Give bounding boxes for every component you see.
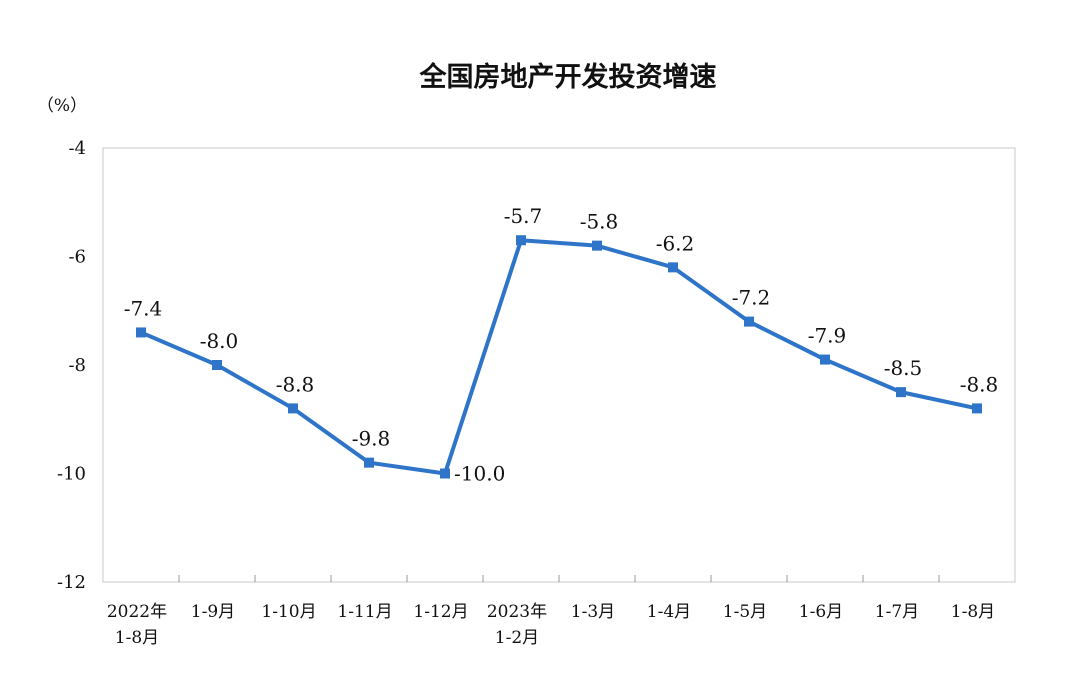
data-label: -8.8 [960, 372, 999, 396]
data-label: -8.8 [276, 372, 315, 396]
data-point-marker [820, 354, 830, 365]
data-label: -6.2 [656, 231, 695, 255]
x-tick-label: 2022年 [107, 602, 167, 622]
y-unit-label: （%） [37, 96, 87, 116]
data-point-marker [972, 403, 982, 414]
data-point-marker [440, 468, 450, 479]
x-tick-label: 1-2月 [495, 628, 539, 648]
x-tick-label: 1-8月 [951, 602, 995, 622]
data-label-group: -7.4 -8.0 -8.8 -9.8 -10.0 -5.7 -5.8 -6.2 -7.2 -7.… [124, 204, 999, 485]
data-label: -8.0 [200, 329, 239, 353]
y-tick-label: -6 [68, 247, 86, 268]
x-tick-label: 1-8月 [115, 628, 159, 648]
data-label: -7.4 [124, 296, 163, 320]
x-tick-label: 1-6月 [799, 602, 843, 622]
data-label: -9.8 [352, 427, 391, 451]
x-tick-label: 1-12月 [413, 602, 468, 622]
data-point-marker [668, 262, 678, 273]
x-tick-label: 2023年 [487, 602, 547, 622]
x-tick-label: 1-7月 [875, 602, 919, 622]
y-tick-label: -4 [68, 138, 86, 159]
x-tick-label: 1-9月 [191, 602, 235, 622]
data-point-marker [212, 360, 222, 370]
x-tick-label: 1-10月 [261, 602, 316, 622]
series-group [136, 235, 982, 479]
x-tick-label: 1-11月 [337, 602, 392, 622]
chart-title: 全国房地产开发投资增速 [419, 61, 717, 93]
y-tick-label: -10 [57, 464, 86, 485]
y-tick-label: -12 [57, 572, 86, 593]
data-point-marker [896, 387, 906, 398]
series-line [139, 238, 979, 476]
x-tick-label: 1-5月 [723, 602, 767, 622]
plot-area-frame [102, 147, 1016, 583]
data-label: -10.0 [454, 462, 505, 486]
y-tick-label: -8 [68, 355, 86, 376]
y-axis: -4 -6 -8 -10 -12 [57, 138, 86, 593]
data-point-marker [364, 457, 374, 468]
data-point-marker [744, 316, 754, 327]
data-point-marker [288, 403, 298, 414]
data-point-marker [136, 327, 146, 338]
data-label: -7.9 [808, 324, 847, 348]
data-label: -5.7 [504, 204, 543, 228]
x-tick-label: 1-3月 [571, 602, 615, 622]
data-point-marker [592, 240, 602, 251]
data-label: -5.8 [580, 210, 619, 234]
x-axis: 2022年 1-8月 1-9月 1-10月 1-11月 1-12月 2023年 1-2月 1-3… [107, 575, 995, 648]
data-label: -8.5 [884, 356, 923, 380]
x-tick-label: 1-4月 [647, 602, 691, 622]
data-label: -7.2 [732, 286, 771, 310]
data-point-marker [516, 235, 526, 246]
